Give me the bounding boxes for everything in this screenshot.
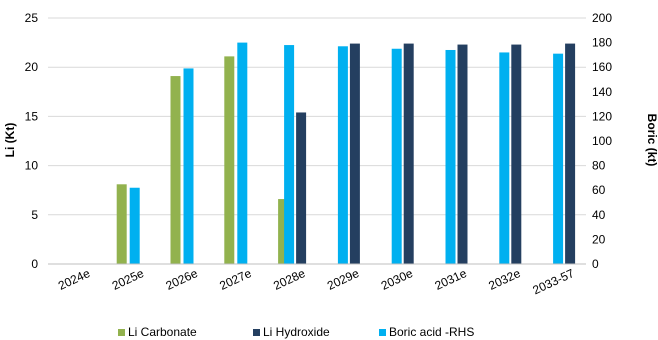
bar (116, 184, 127, 264)
bar (183, 68, 194, 265)
y2-tick-label: 140 (592, 85, 612, 99)
y2-tick-label: 160 (592, 60, 612, 74)
y-tick-label: 0 (31, 257, 38, 271)
bar (553, 53, 564, 264)
legend: Li Carbonate Li Hydroxide Boric acid -RHS (118, 325, 474, 339)
x-tick-label: 2028e (271, 266, 307, 293)
y2-tick-label: 40 (592, 208, 606, 222)
y2-tick-label: 20 (592, 232, 606, 246)
x-tick-label: 2024e (56, 266, 92, 293)
y-tick-labels: 0 5 10 15 20 25 (25, 11, 39, 271)
bar (445, 49, 456, 265)
x-tick-labels: 2024e 2025e 2026e 2027e 2028e 2029e 2030e 2031e… (56, 266, 577, 297)
x-tick-label: 2033-57 (531, 266, 577, 297)
y-tick-label: 15 (25, 109, 39, 123)
y2-tick-label: 120 (592, 109, 612, 123)
x-tick-label: 2026e (164, 266, 200, 293)
x-tick-label: 2030e (379, 266, 415, 293)
bar (129, 187, 140, 264)
legend-label: Li Hydroxide (263, 325, 330, 339)
y2-tick-label: 180 (592, 36, 612, 50)
bar (284, 45, 295, 265)
bar (403, 43, 414, 264)
bar (457, 44, 468, 265)
legend-label: Boric acid -RHS (389, 325, 474, 339)
bar (296, 112, 307, 265)
legend-swatch (379, 329, 386, 336)
x-tick-label: 2027e (217, 266, 253, 293)
x-tick-label: 2031e (433, 266, 469, 293)
x-tick-label: 2025e (110, 266, 146, 293)
legend-swatch (118, 329, 125, 336)
bar (224, 56, 235, 264)
legend-swatch (253, 329, 260, 336)
bar (565, 43, 576, 264)
y-axis-title: Li (Kt) (3, 123, 17, 158)
y2-tick-label: 80 (592, 159, 606, 173)
y2-axis-title: Boric (kt) (645, 114, 658, 167)
y2-tick-label: 200 (592, 11, 612, 25)
bar (278, 199, 289, 264)
y-tick-label: 5 (31, 208, 38, 222)
x-tick-label: 2032e (486, 266, 522, 293)
y2-tick-labels: 0 20 40 60 80 100 120 140 160 180 200 (592, 11, 612, 271)
legend-label: Li Carbonate (128, 325, 197, 339)
bar (349, 43, 360, 264)
y2-tick-label: 60 (592, 183, 606, 197)
bars (116, 42, 576, 265)
y-tick-label: 10 (25, 159, 39, 173)
bar (499, 52, 510, 264)
y2-tick-label: 100 (592, 134, 612, 148)
bar (170, 76, 181, 264)
bar (511, 44, 522, 265)
bar (391, 48, 402, 264)
y2-tick-label: 0 (592, 257, 599, 271)
gridlines (48, 17, 586, 216)
x-tick-label: 2029e (325, 266, 361, 293)
bar (237, 42, 248, 264)
y-tick-label: 25 (25, 11, 39, 25)
bar (337, 46, 348, 264)
y-tick-label: 20 (25, 60, 39, 74)
